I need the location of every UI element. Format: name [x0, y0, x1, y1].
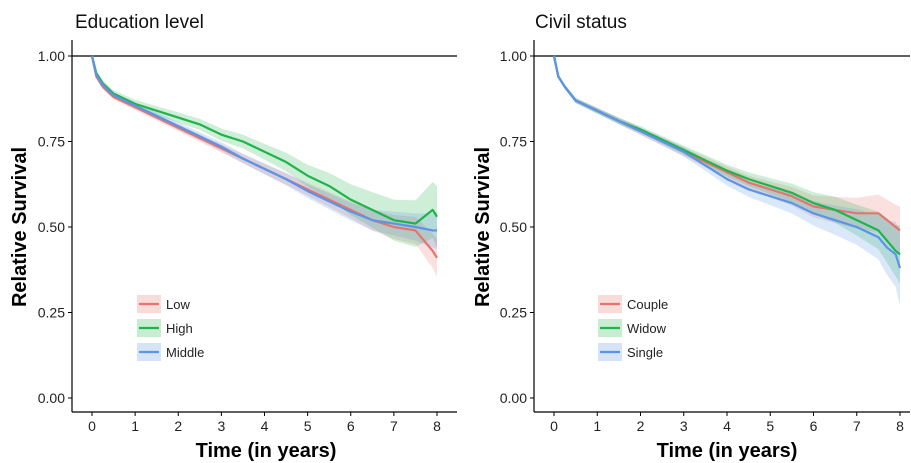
ci-band-couple: [554, 56, 900, 255]
legend-label-single: Single: [627, 345, 663, 360]
y-axis-title: Relative Survival: [9, 147, 31, 307]
y-tick-label: 0.25: [500, 305, 527, 321]
panel-title-education: Education level: [75, 12, 204, 33]
x-axis-title: Time (in years): [657, 440, 798, 462]
x-tick-label: 0: [88, 418, 96, 434]
x-tick-label: 3: [217, 418, 225, 434]
y-tick-label: 0.25: [38, 305, 65, 321]
x-tick-label: 5: [766, 418, 774, 434]
y-tick-label: 1.00: [500, 48, 527, 64]
x-tick-label: 5: [304, 418, 312, 434]
x-tick-label: 8: [433, 418, 441, 434]
y-tick-label: 0.75: [38, 134, 65, 150]
x-tick-label: 2: [637, 418, 645, 434]
legend-label-widow: Widow: [627, 321, 667, 336]
legend-label-low: Low: [166, 297, 190, 312]
panel-title-civil-status: Civil status: [535, 12, 627, 33]
series-line-high: [90, 55, 438, 225]
series-line-middle: [90, 55, 437, 232]
x-tick-label: 4: [261, 418, 269, 434]
x-tick-label: 1: [131, 418, 139, 434]
legend-label-high: High: [166, 321, 193, 336]
y-axis-title: Relative Survival: [472, 147, 494, 307]
x-tick-label: 1: [593, 418, 601, 434]
legend-label-couple: Couple: [627, 297, 668, 312]
x-tick-label: 0: [550, 418, 558, 434]
x-tick-label: 7: [853, 418, 861, 434]
x-axis-title: Time (in years): [196, 440, 337, 462]
y-tick-label: 1.00: [38, 48, 65, 64]
x-tick-label: 7: [390, 418, 398, 434]
y-tick-label: 0.75: [500, 134, 527, 150]
panel-civil-status: Civil status 0.00 0.25 0.50 0.75 1.00 0 1 2 3 4 5 6…: [472, 12, 910, 462]
panel-education-level: Education level 0.00 0.25 0.50 0.75 1.00 0 1 2 3…: [9, 12, 457, 462]
y-tick-label: 0.00: [38, 390, 65, 406]
legend-label-middle: Middle: [166, 345, 204, 360]
x-tick-label: 6: [347, 418, 355, 434]
y-tick-label: 0.50: [38, 219, 65, 235]
series-line-single: [552, 55, 902, 269]
x-tick-label: 2: [174, 418, 182, 434]
y-tick-label: 0.00: [500, 390, 527, 406]
x-tick-label: 8: [896, 418, 904, 434]
ci-band-single: [554, 56, 900, 306]
x-tick-label: 6: [810, 418, 818, 434]
x-tick-label: 3: [680, 418, 688, 434]
x-tick-label: 4: [723, 418, 731, 434]
ci-band-middle: [92, 56, 437, 250]
y-tick-label: 0.50: [500, 219, 527, 235]
ci-band-low: [92, 56, 437, 277]
